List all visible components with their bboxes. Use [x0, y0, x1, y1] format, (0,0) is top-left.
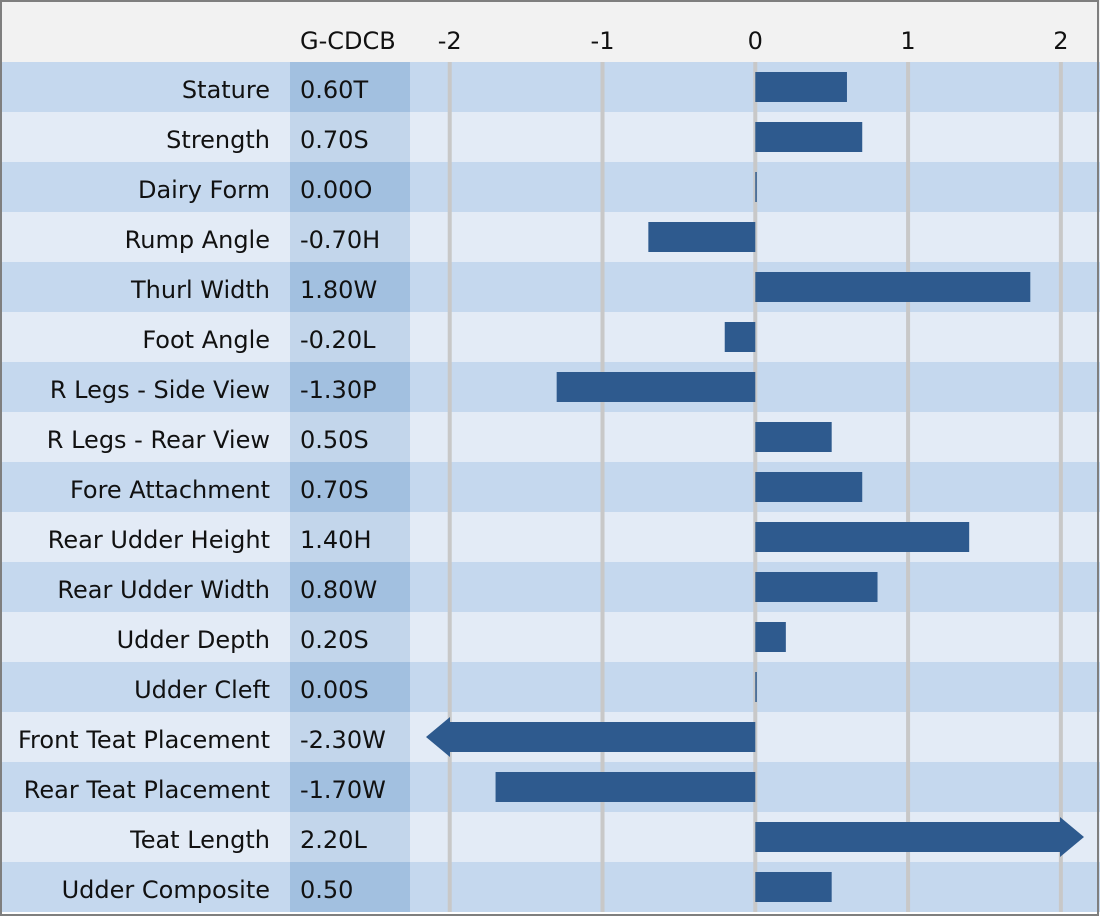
value-label: 0.60T [300, 76, 368, 104]
bar [755, 422, 832, 452]
category-label: R Legs - Rear View [47, 426, 270, 454]
category-label: Strength [166, 126, 270, 154]
value-cell [290, 712, 410, 762]
category-label: Stature [182, 76, 270, 104]
value-cell [290, 462, 410, 512]
bar [755, 472, 863, 502]
x-tick-label: 2 [1053, 27, 1068, 55]
value-label: 0.80W [300, 576, 377, 604]
x-tick-label: -1 [591, 27, 615, 55]
bar [495, 772, 756, 802]
bar-arrow [755, 817, 1084, 857]
rows: Stature 0.60T Strength 0.70S Dairy Form 0.00O… [0, 62, 1100, 912]
row-background [0, 62, 1100, 112]
header-background [0, 0, 1100, 62]
row-background [0, 312, 1100, 362]
row-background [0, 662, 1100, 712]
bar [755, 572, 878, 602]
value-label: 1.80W [300, 276, 377, 304]
value-label: 0.50S [300, 426, 369, 454]
value-label: -0.70H [300, 226, 380, 254]
value-label: 0.20S [300, 626, 369, 654]
bar [755, 172, 757, 202]
value-label: -1.70W [300, 776, 386, 804]
category-label: Thurl Width [130, 276, 270, 304]
row-background [0, 162, 1100, 212]
value-cell [290, 62, 410, 112]
x-tick-label: 1 [900, 27, 915, 55]
bar [755, 622, 786, 652]
value-cell [290, 762, 410, 812]
row-background [0, 562, 1100, 612]
bar [755, 272, 1031, 302]
bar [724, 322, 756, 352]
category-label: Rear Teat Placement [24, 776, 270, 804]
value-label: 2.20L [300, 826, 367, 854]
bar [755, 522, 970, 552]
value-cell [290, 612, 410, 662]
value-label: 0.70S [300, 476, 369, 504]
value-cell [290, 362, 410, 412]
bar [648, 222, 756, 252]
value-label: 1.40H [300, 526, 371, 554]
bars [426, 72, 1084, 902]
bar [556, 372, 756, 402]
value-label: -2.30W [300, 726, 386, 754]
x-tick-label: -2 [438, 27, 462, 55]
category-label: Dairy Form [138, 176, 270, 204]
value-label: 0.00S [300, 676, 369, 704]
category-label: Udder Composite [62, 876, 270, 904]
row-background [0, 462, 1100, 512]
bar [755, 672, 757, 702]
row-background [0, 212, 1100, 262]
row-background [0, 362, 1100, 412]
category-label: Front Teat Placement [18, 726, 270, 754]
bar [755, 72, 847, 102]
value-cell [290, 562, 410, 612]
value-cell [290, 412, 410, 462]
value-label: 0.00O [300, 176, 372, 204]
value-label: -0.20L [300, 326, 376, 354]
value-cell [290, 862, 410, 912]
category-label: Udder Depth [117, 626, 270, 654]
category-label: Foot Angle [142, 326, 270, 354]
value-label: 0.50 [300, 876, 353, 904]
bar [755, 872, 832, 902]
row-background [0, 862, 1100, 912]
category-label: Fore Attachment [70, 476, 270, 504]
value-cell [290, 662, 410, 712]
value-label: 0.70S [300, 126, 369, 154]
category-label: Rump Angle [125, 226, 270, 254]
value-label: -1.30P [300, 376, 377, 404]
value-cell [290, 112, 410, 162]
value-cell [290, 212, 410, 262]
value-cell [290, 162, 410, 212]
value-cell [290, 812, 410, 862]
column-header: G-CDCB [300, 27, 396, 55]
value-cell [290, 262, 410, 312]
row-background [0, 412, 1100, 462]
category-label: Rear Udder Height [48, 526, 270, 554]
x-tick-label: 0 [748, 27, 763, 55]
bar [755, 122, 863, 152]
category-label: Rear Udder Width [57, 576, 270, 604]
value-cell [290, 512, 410, 562]
value-cell [290, 312, 410, 362]
bar-arrow [426, 717, 756, 757]
category-label: Udder Cleft [134, 676, 270, 704]
row-background [0, 112, 1100, 162]
row-background [0, 612, 1100, 662]
category-label: Teat Length [129, 826, 270, 854]
category-label: R Legs - Side View [50, 376, 270, 404]
